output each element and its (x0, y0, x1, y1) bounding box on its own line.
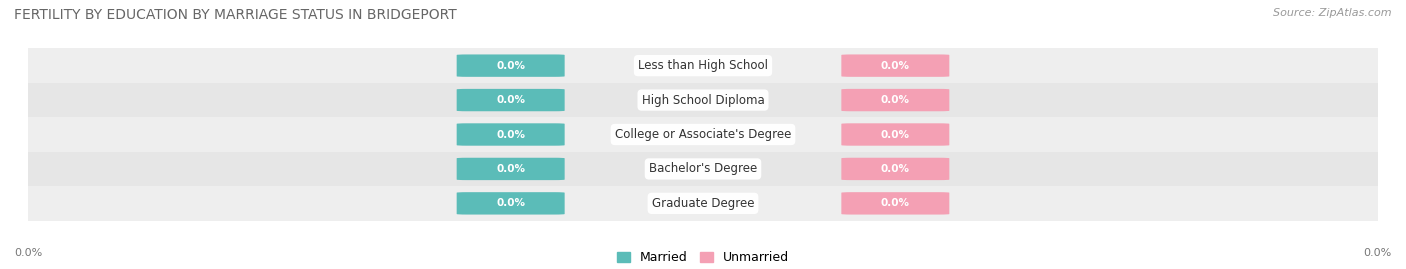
Text: 0.0%: 0.0% (496, 198, 526, 208)
Text: 0.0%: 0.0% (880, 164, 910, 174)
FancyBboxPatch shape (841, 54, 949, 77)
Text: FERTILITY BY EDUCATION BY MARRIAGE STATUS IN BRIDGEPORT: FERTILITY BY EDUCATION BY MARRIAGE STATU… (14, 8, 457, 22)
Text: 0.0%: 0.0% (496, 129, 526, 140)
Text: Graduate Degree: Graduate Degree (652, 197, 754, 210)
Bar (28, 48, 1378, 83)
FancyBboxPatch shape (457, 192, 565, 215)
Bar (28, 83, 1378, 117)
Text: 0.0%: 0.0% (880, 129, 910, 140)
Text: Bachelor's Degree: Bachelor's Degree (650, 162, 756, 175)
Text: 0.0%: 0.0% (496, 95, 526, 105)
Bar (28, 117, 1378, 152)
Text: College or Associate's Degree: College or Associate's Degree (614, 128, 792, 141)
FancyBboxPatch shape (457, 158, 565, 180)
Text: 0.0%: 0.0% (496, 61, 526, 71)
Text: 0.0%: 0.0% (880, 95, 910, 105)
Legend: Married, Unmarried: Married, Unmarried (612, 246, 794, 269)
Text: Less than High School: Less than High School (638, 59, 768, 72)
FancyBboxPatch shape (841, 89, 949, 111)
FancyBboxPatch shape (457, 89, 565, 111)
Text: 0.0%: 0.0% (880, 61, 910, 71)
FancyBboxPatch shape (841, 158, 949, 180)
Text: High School Diploma: High School Diploma (641, 94, 765, 107)
FancyBboxPatch shape (841, 192, 949, 215)
FancyBboxPatch shape (457, 123, 565, 146)
Text: 0.0%: 0.0% (880, 198, 910, 208)
Text: 0.0%: 0.0% (14, 248, 42, 258)
Bar (28, 186, 1378, 221)
FancyBboxPatch shape (841, 123, 949, 146)
Text: 0.0%: 0.0% (496, 164, 526, 174)
Text: Source: ZipAtlas.com: Source: ZipAtlas.com (1274, 8, 1392, 18)
Bar (28, 152, 1378, 186)
Text: 0.0%: 0.0% (1364, 248, 1392, 258)
FancyBboxPatch shape (457, 54, 565, 77)
